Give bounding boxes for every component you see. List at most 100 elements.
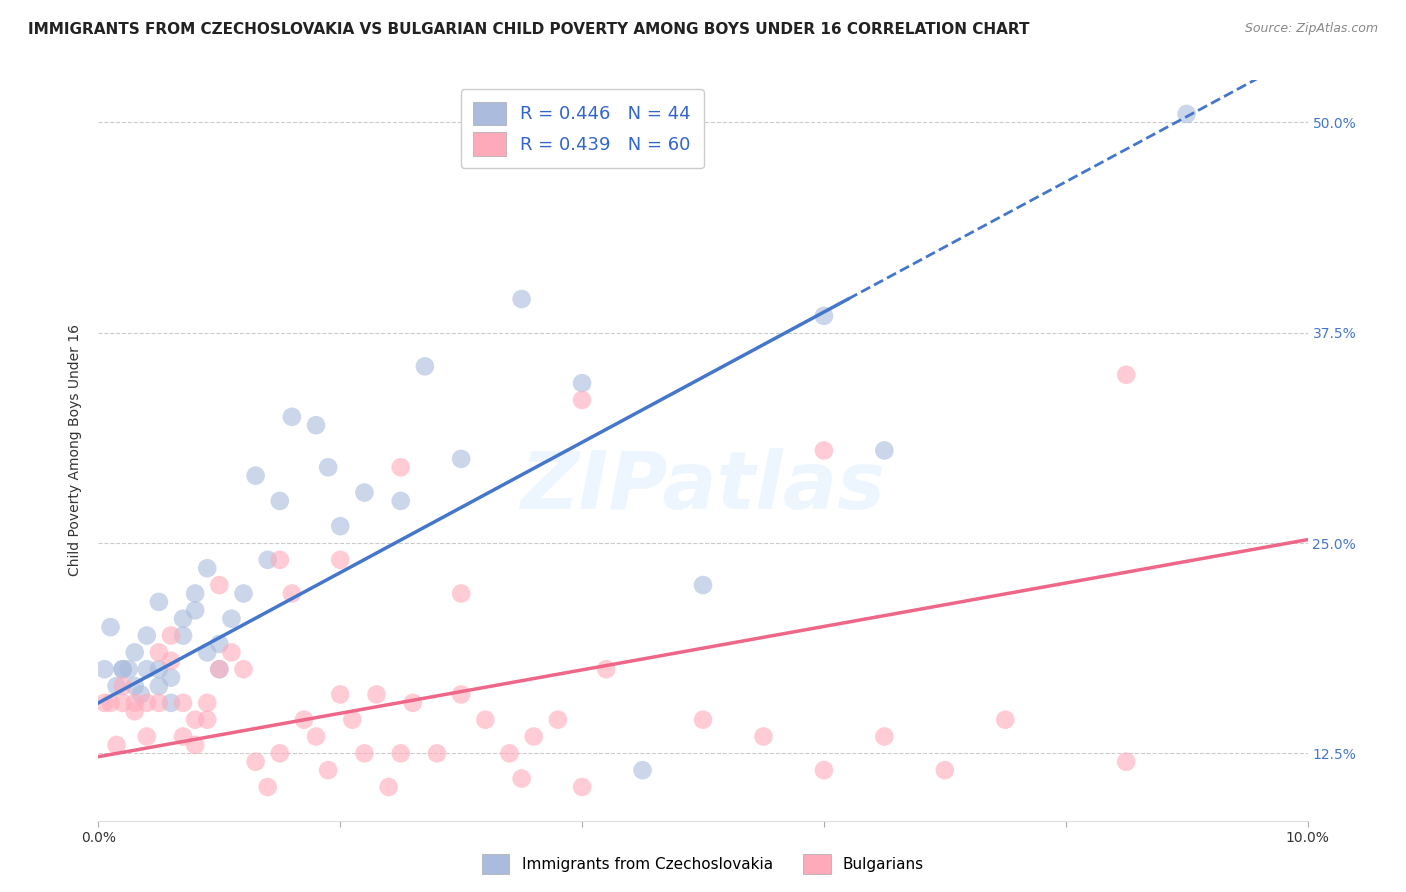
Point <box>100 696 122 710</box>
Point <box>305 418 328 433</box>
Point <box>316 460 339 475</box>
Text: IMMIGRANTS FROM CZECHOSLOVAKIA VS BULGARIAN CHILD POVERTY AMONG BOYS UNDER 16 CO: IMMIGRANTS FROM CZECHOSLOVAKIA VS BULGAR… <box>28 22 1029 37</box>
Point <box>631 763 654 777</box>
Point <box>111 662 134 676</box>
Point <box>232 586 254 600</box>
Point <box>426 747 449 761</box>
Legend: Immigrants from Czechoslovakia, Bulgarians: Immigrants from Czechoslovakia, Bulgaria… <box>475 848 931 880</box>
Point <box>195 696 218 710</box>
Point <box>184 738 207 752</box>
Point <box>510 292 533 306</box>
Point <box>402 696 425 710</box>
Point <box>111 662 134 676</box>
Point <box>172 628 194 642</box>
Point <box>184 586 207 600</box>
Point <box>269 553 291 567</box>
Point <box>93 696 115 710</box>
Point <box>353 485 375 500</box>
Point <box>135 696 157 710</box>
Point <box>873 730 896 744</box>
Point <box>329 553 352 567</box>
Point <box>124 679 146 693</box>
Point <box>269 494 291 508</box>
Point <box>413 359 436 374</box>
Point <box>813 309 835 323</box>
Point <box>292 713 315 727</box>
Point <box>281 586 304 600</box>
Point <box>208 662 231 676</box>
Point <box>571 780 593 794</box>
Point <box>111 679 134 693</box>
Point <box>221 612 243 626</box>
Point <box>148 696 170 710</box>
Point <box>221 645 243 659</box>
Point <box>994 713 1017 727</box>
Point <box>148 662 170 676</box>
Point <box>195 561 218 575</box>
Point <box>450 586 472 600</box>
Point <box>329 688 352 702</box>
Point <box>934 763 956 777</box>
Point <box>523 730 546 744</box>
Point <box>148 679 170 693</box>
Point <box>172 696 194 710</box>
Point <box>111 696 134 710</box>
Point <box>148 645 170 659</box>
Point <box>269 747 291 761</box>
Point <box>316 763 339 777</box>
Point <box>1115 755 1137 769</box>
Point <box>124 645 146 659</box>
Point <box>389 460 412 475</box>
Point <box>377 780 399 794</box>
Point <box>353 747 375 761</box>
Point <box>813 443 835 458</box>
Point <box>571 392 593 407</box>
Point <box>100 620 122 634</box>
Point <box>118 662 141 676</box>
Point <box>208 578 231 592</box>
Point <box>498 747 520 761</box>
Point <box>752 730 775 744</box>
Point <box>1175 107 1198 121</box>
Point <box>160 696 183 710</box>
Point <box>256 780 278 794</box>
Point <box>692 578 714 592</box>
Point <box>595 662 617 676</box>
Point <box>208 662 231 676</box>
Point <box>1115 368 1137 382</box>
Point <box>135 628 157 642</box>
Point <box>105 738 128 752</box>
Point <box>135 662 157 676</box>
Text: ZIPatlas: ZIPatlas <box>520 449 886 526</box>
Point <box>692 713 714 727</box>
Point <box>129 688 152 702</box>
Point <box>366 688 388 702</box>
Point <box>124 696 146 710</box>
Point <box>389 747 412 761</box>
Point <box>281 409 304 424</box>
Point <box>124 704 146 718</box>
Point <box>474 713 496 727</box>
Point <box>184 713 207 727</box>
Point <box>389 494 412 508</box>
Point <box>105 679 128 693</box>
Point <box>208 637 231 651</box>
Point <box>873 443 896 458</box>
Point <box>232 662 254 676</box>
Point <box>148 595 170 609</box>
Point <box>245 468 267 483</box>
Point <box>256 553 278 567</box>
Point <box>547 713 569 727</box>
Point <box>160 671 183 685</box>
Text: Source: ZipAtlas.com: Source: ZipAtlas.com <box>1244 22 1378 36</box>
Point <box>184 603 207 617</box>
Point <box>160 654 183 668</box>
Legend: R = 0.446   N = 44, R = 0.439   N = 60: R = 0.446 N = 44, R = 0.439 N = 60 <box>461 89 703 169</box>
Point <box>172 730 194 744</box>
Point <box>172 612 194 626</box>
Point <box>195 645 218 659</box>
Point <box>245 755 267 769</box>
Point <box>342 713 364 727</box>
Point <box>329 519 352 533</box>
Point <box>571 376 593 391</box>
